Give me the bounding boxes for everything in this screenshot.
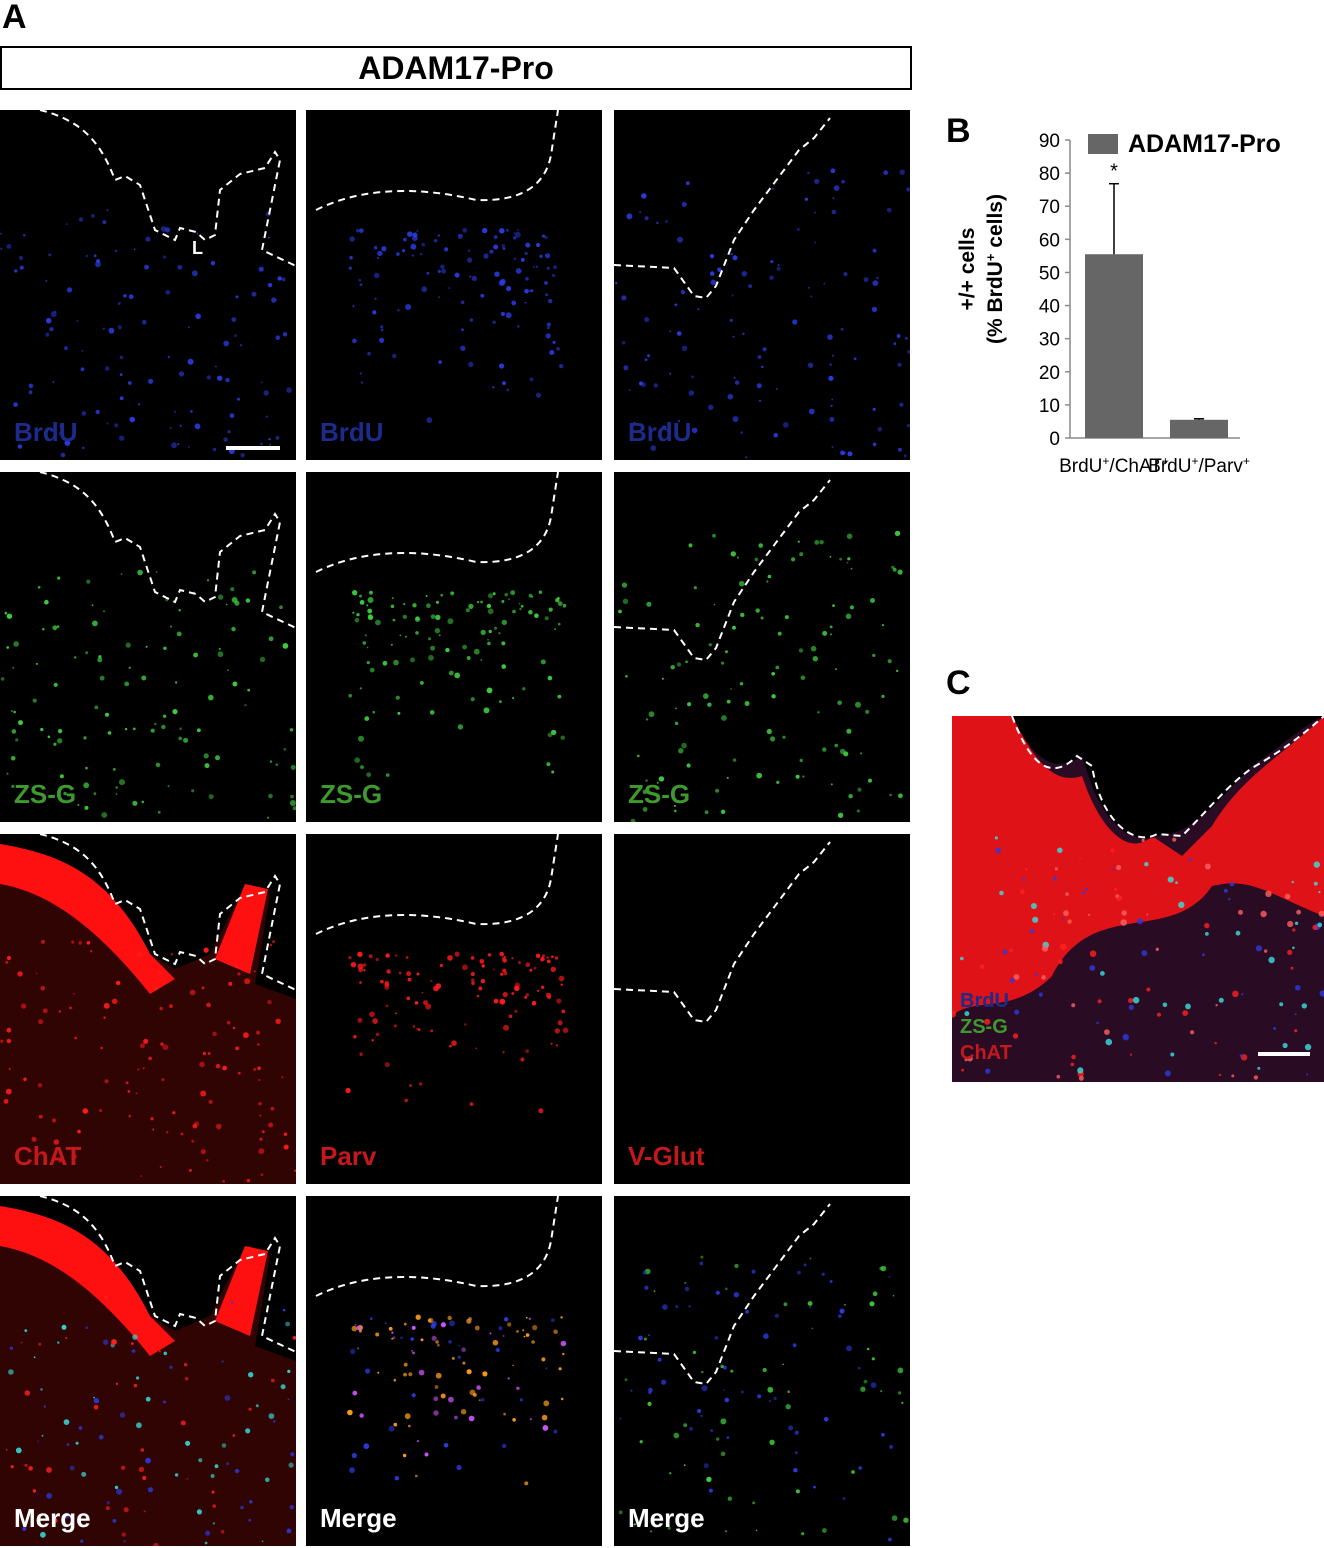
- micrograph-tile: ZS-G: [306, 472, 602, 822]
- micrograph-tile: Merge: [306, 1196, 602, 1546]
- y-tick-label: 0: [1049, 429, 1060, 450]
- micrograph-image: [0, 1196, 296, 1546]
- y-tick-label: 60: [1039, 230, 1060, 251]
- x-category-label: BrdU+/ChAT+: [1059, 454, 1169, 477]
- y-tick-label: 10: [1039, 396, 1060, 417]
- channel-label: V-Glut: [628, 1141, 705, 1171]
- panel-label-b: B: [946, 112, 971, 150]
- lumen-label: L: [192, 238, 203, 258]
- micrograph-tile: BrdU L: [0, 110, 296, 460]
- micrograph-tile: Parv: [306, 834, 602, 1184]
- legend-swatch: [1088, 134, 1118, 154]
- channel-label: Merge: [628, 1503, 705, 1533]
- channel-label: ZS-G: [320, 779, 383, 809]
- micrograph-tile: V-Glut: [614, 834, 910, 1184]
- panel-label-a: A: [2, 0, 27, 36]
- y-tick-label: 30: [1039, 330, 1060, 351]
- panel-label-c: C: [946, 664, 971, 702]
- significance-star: *: [1110, 161, 1118, 183]
- y-tick-label: 70: [1039, 197, 1060, 218]
- panel-c-label-zsg: ZS-G: [960, 1016, 1008, 1038]
- channel-label: Merge: [14, 1503, 91, 1533]
- legend-label: ADAM17-Pro: [1128, 130, 1281, 158]
- y-tick-label: 90: [1039, 131, 1060, 152]
- x-category-label: BrdU+/Parv+: [1148, 454, 1250, 477]
- panel-c-label-brdu: BrdU: [960, 990, 1009, 1012]
- micrograph-tile: BrdU: [306, 110, 602, 460]
- channel-label: Merge: [320, 1503, 397, 1533]
- bar: [1170, 419, 1228, 438]
- panel-c-scale-bar: [1258, 1052, 1310, 1056]
- micrograph-image: [0, 834, 296, 1184]
- micrograph-image: [614, 117, 910, 459]
- y-tick-label: 50: [1039, 263, 1060, 284]
- micrograph-image: [614, 1203, 909, 1542]
- micrograph-image: [614, 479, 903, 822]
- channel-label: BrdU: [14, 417, 78, 447]
- panel-c-label-chat: ChAT: [960, 1042, 1012, 1064]
- micrograph-image: [315, 472, 567, 778]
- micrograph-image: [315, 1196, 567, 1486]
- channel-label: ChAT: [14, 1141, 82, 1171]
- micrograph-image: [0, 472, 296, 819]
- channel-label: BrdU: [320, 417, 384, 447]
- micrograph-tile: Merge: [614, 1196, 910, 1546]
- micrograph-tile: ZS-G: [0, 472, 296, 822]
- micrograph-tile: ChAT: [0, 834, 296, 1184]
- micrograph-tile: BrdU: [614, 110, 910, 460]
- channel-label: ZS-G: [14, 779, 77, 809]
- micrograph-tile: ZS-G: [614, 472, 910, 822]
- y-tick-label: 20: [1039, 363, 1060, 384]
- panel-c-image: [952, 716, 1324, 1082]
- micrograph-image: [614, 841, 831, 1024]
- bar-chart: 0 10 20 30 40 50 60 70 80 90 BrdU+/ChAT+BrdU+/Parv…: [956, 130, 1281, 477]
- channel-label: Parv: [320, 1141, 377, 1171]
- figure-title: ADAM17-Pro: [0, 46, 912, 90]
- y-axis-label: +/+ cells (% BrdU+ cells): [956, 194, 1007, 344]
- panel-c-channel-labels: BrdU ZS-G ChAT: [960, 988, 1012, 1066]
- y-tick-label: 40: [1039, 297, 1060, 318]
- channel-label: BrdU: [628, 417, 692, 447]
- channel-label: ZS-G: [628, 779, 691, 809]
- panel-c-micrograph: BrdU ZS-G ChAT: [952, 716, 1324, 1082]
- y-tick-label: 80: [1039, 164, 1060, 185]
- bar: [1085, 254, 1143, 438]
- micrograph-image: [315, 834, 569, 1114]
- micrograph-image: [315, 110, 564, 424]
- micrograph-tile: Merge: [0, 1196, 296, 1546]
- micrograph-image: [0, 110, 296, 458]
- scale-bar: [226, 446, 280, 450]
